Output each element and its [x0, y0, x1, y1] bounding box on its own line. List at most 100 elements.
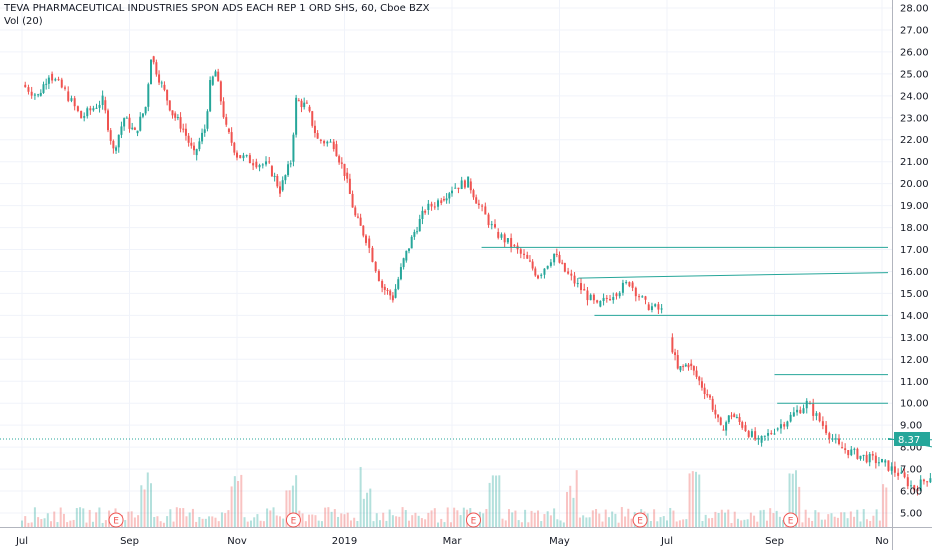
candle-body: [563, 263, 566, 272]
candle-body: [913, 485, 916, 491]
candle-body: [348, 178, 351, 194]
price-series: [24, 55, 932, 496]
candle-body: [754, 431, 757, 440]
volume-bar: [462, 507, 465, 527]
last-price-tag: [894, 432, 930, 447]
candle-body: [268, 161, 271, 163]
candle-body: [276, 175, 279, 187]
candle-body: [676, 355, 679, 369]
candle-body: [730, 415, 733, 417]
volume-bar: [130, 511, 133, 527]
candle-body: [27, 87, 30, 92]
time-tick-label: May: [549, 536, 570, 547]
volume-bar: [885, 487, 888, 527]
volume-bar: [601, 521, 604, 527]
volume-bar: [285, 490, 288, 527]
candle-body: [47, 77, 50, 84]
candle-body: [834, 438, 837, 440]
candle-body: [297, 100, 300, 102]
candle-body: [612, 297, 615, 301]
volume-bar: [872, 515, 875, 527]
volume-bar: [537, 510, 539, 527]
candle-body: [605, 297, 608, 299]
volume-bar: [859, 521, 862, 527]
candle-body: [815, 413, 818, 416]
candle-body: [252, 163, 255, 166]
volume-bar: [359, 466, 362, 527]
candle-body: [599, 301, 602, 307]
candle-body: [890, 466, 893, 471]
candle-body: [506, 238, 509, 243]
candle-body: [513, 245, 516, 247]
price-tick-label: 25.00: [900, 69, 929, 80]
candle-body: [553, 253, 556, 263]
candle-body: [592, 294, 595, 301]
candle-body: [418, 218, 421, 232]
candle-body: [397, 279, 400, 289]
candle-body: [679, 366, 682, 371]
volume-bar: [333, 509, 336, 527]
candle-body: [287, 164, 290, 176]
earnings-marker-icon: [632, 512, 648, 528]
volume-bar: [408, 520, 410, 527]
candle-body: [487, 214, 490, 226]
candle-body: [682, 366, 685, 368]
candle-body: [534, 268, 537, 276]
candle-body: [112, 140, 115, 149]
volume-bar: [443, 522, 446, 527]
candle-body: [903, 472, 906, 478]
volume-bar: [224, 513, 227, 527]
candle-body: [760, 435, 763, 443]
candle-body: [101, 95, 104, 105]
volume-bar: [682, 519, 685, 527]
candle-body: [117, 134, 120, 148]
candle-body: [332, 141, 335, 150]
volume-indicator-label[interactable]: Vol (20): [4, 16, 43, 27]
volume-bar: [27, 522, 30, 527]
volume-bar: [662, 516, 665, 527]
candle-body: [698, 376, 701, 381]
volume-bar: [607, 517, 610, 527]
candle-body: [233, 142, 236, 153]
volume-bar: [162, 522, 165, 527]
volume-bar: [301, 513, 304, 527]
volume-bar: [382, 512, 385, 527]
candle-body: [799, 409, 802, 414]
candle-body: [472, 190, 475, 198]
volume-bar: [46, 513, 49, 527]
volume-bar: [353, 517, 356, 527]
volume-bar: [85, 522, 88, 527]
volume-bar: [411, 515, 414, 527]
candle-body: [847, 450, 850, 456]
candle-body: [615, 293, 618, 297]
time-tick-label: Sep: [120, 536, 139, 547]
price-tick-label: 27.00: [900, 25, 929, 36]
volume-bar: [695, 471, 698, 527]
volume-bar: [414, 512, 417, 527]
volume-bar: [527, 522, 530, 527]
price-tick-label: 26.00: [900, 47, 929, 58]
candle-body: [687, 364, 690, 368]
volume-bar: [495, 475, 498, 527]
candle-body: [308, 106, 311, 112]
volume-bar: [675, 521, 678, 527]
time-tick-label: 2019: [332, 536, 357, 547]
volume-bar: [337, 516, 340, 527]
volume-bar: [101, 522, 104, 527]
candle-body: [405, 250, 408, 261]
candle-body: [838, 438, 840, 445]
candle-body: [123, 118, 126, 127]
candle-body: [70, 98, 73, 101]
candle-body: [430, 203, 433, 207]
volume-bar: [556, 519, 559, 527]
candle-body: [133, 127, 136, 130]
candle-body: [831, 438, 834, 440]
candle-body: [573, 275, 576, 284]
volume-bar: [369, 488, 372, 527]
candle-body: [338, 156, 341, 163]
candle-body: [410, 236, 413, 249]
volume-bar: [862, 509, 865, 527]
time-tick-label: Nov: [227, 536, 247, 547]
